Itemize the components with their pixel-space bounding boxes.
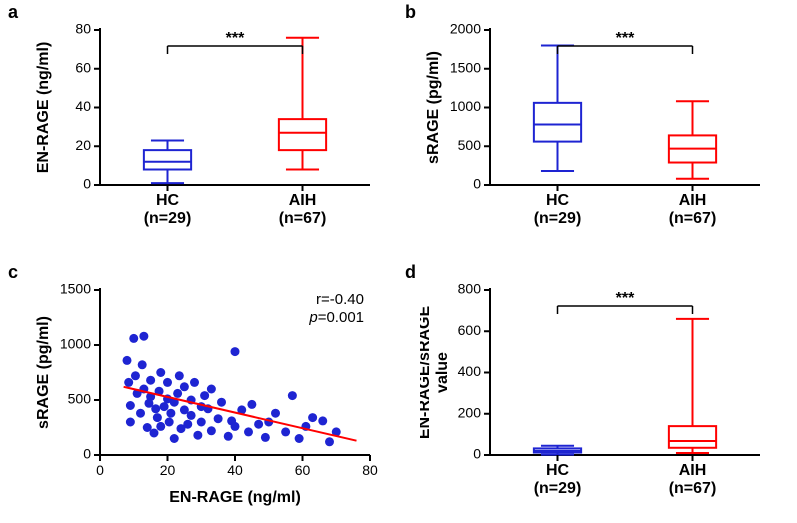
svg-text:80: 80 <box>75 21 91 37</box>
svg-text:(n=67): (n=67) <box>279 210 327 227</box>
svg-text:***: *** <box>226 30 245 47</box>
svg-text:0: 0 <box>473 176 481 192</box>
panel-label-b: b <box>405 2 416 23</box>
svg-text:HC: HC <box>546 462 570 479</box>
svg-text:EN-RAGE (ng/ml): EN-RAGE (ng/ml) <box>169 489 301 506</box>
svg-text:AIH: AIH <box>679 462 707 479</box>
svg-text:60: 60 <box>75 59 91 75</box>
svg-text:40: 40 <box>75 98 91 114</box>
svg-text:1500: 1500 <box>450 59 481 75</box>
figure-container: a b c d 020406080EN-RAGE (ng/ml)HC(n=29)… <box>0 0 797 523</box>
svg-text:(n=29): (n=29) <box>534 480 582 497</box>
svg-text:500: 500 <box>458 137 482 153</box>
svg-text:AIH: AIH <box>289 192 317 209</box>
svg-text:(n=29): (n=29) <box>534 210 582 227</box>
svg-text:(n=67): (n=67) <box>669 480 717 497</box>
svg-text:80: 80 <box>362 462 378 478</box>
svg-text:***: *** <box>616 30 635 47</box>
panel-label-d: d <box>405 262 416 283</box>
panel-c: 0 500 1000 1500 0 20 40 60 80 sRAGE (pg/ml) EN-RAG… <box>30 270 380 510</box>
svg-text:0: 0 <box>83 176 91 192</box>
svg-text:0: 0 <box>83 446 91 462</box>
svg-text:AIH: AIH <box>679 192 707 209</box>
svg-text:800: 800 <box>458 281 482 297</box>
svg-text:value: value <box>434 352 451 393</box>
svg-text:200: 200 <box>458 404 482 420</box>
svg-text:0: 0 <box>473 446 481 462</box>
svg-text:HC: HC <box>156 192 180 209</box>
svg-text:1000: 1000 <box>60 336 91 352</box>
svg-text:r=-0.40: r=-0.40 <box>316 291 364 308</box>
svg-text:20: 20 <box>160 462 176 478</box>
svg-text:60: 60 <box>295 462 311 478</box>
svg-text:2000: 2000 <box>450 21 481 37</box>
svg-text:500: 500 <box>68 391 92 407</box>
svg-text:(n=67): (n=67) <box>669 210 717 227</box>
svg-text:HC: HC <box>546 192 570 209</box>
svg-text:***: *** <box>616 290 635 307</box>
panel-a: 0 20 40 60 80 EN-RAGE (ng/ml) HC(n=29) AIH(n=67… <box>30 10 380 240</box>
svg-text:1000: 1000 <box>450 98 481 114</box>
svg-text:p=0.001: p=0.001 <box>308 309 364 326</box>
panel-label-c: c <box>8 262 18 283</box>
svg-text:sRAGE (pg/ml): sRAGE (pg/ml) <box>425 51 442 164</box>
svg-text:1500: 1500 <box>60 281 91 297</box>
svg-text:EN-RAGE/sRAGE: EN-RAGE/sRAGE <box>420 306 433 440</box>
svg-text:EN-RAGE (ng/ml): EN-RAGE (ng/ml) <box>35 42 52 174</box>
svg-text:400: 400 <box>458 363 482 379</box>
panel-d: 0 200 400 600 800 EN-RAGE/sRAGEvalue HC(n=29) A… <box>420 270 770 510</box>
svg-text:sRAGE (pg/ml): sRAGE (pg/ml) <box>35 316 52 429</box>
panel-label-a: a <box>8 2 18 23</box>
svg-text:(n=29): (n=29) <box>144 210 192 227</box>
svg-text:0: 0 <box>96 462 104 478</box>
svg-text:40: 40 <box>227 462 243 478</box>
panel-b: 0 500 1000 1500 2000 sRAGE (pg/ml) HC(n=29) AIH… <box>420 10 770 240</box>
svg-text:20: 20 <box>75 137 91 153</box>
svg-text:600: 600 <box>458 322 482 338</box>
